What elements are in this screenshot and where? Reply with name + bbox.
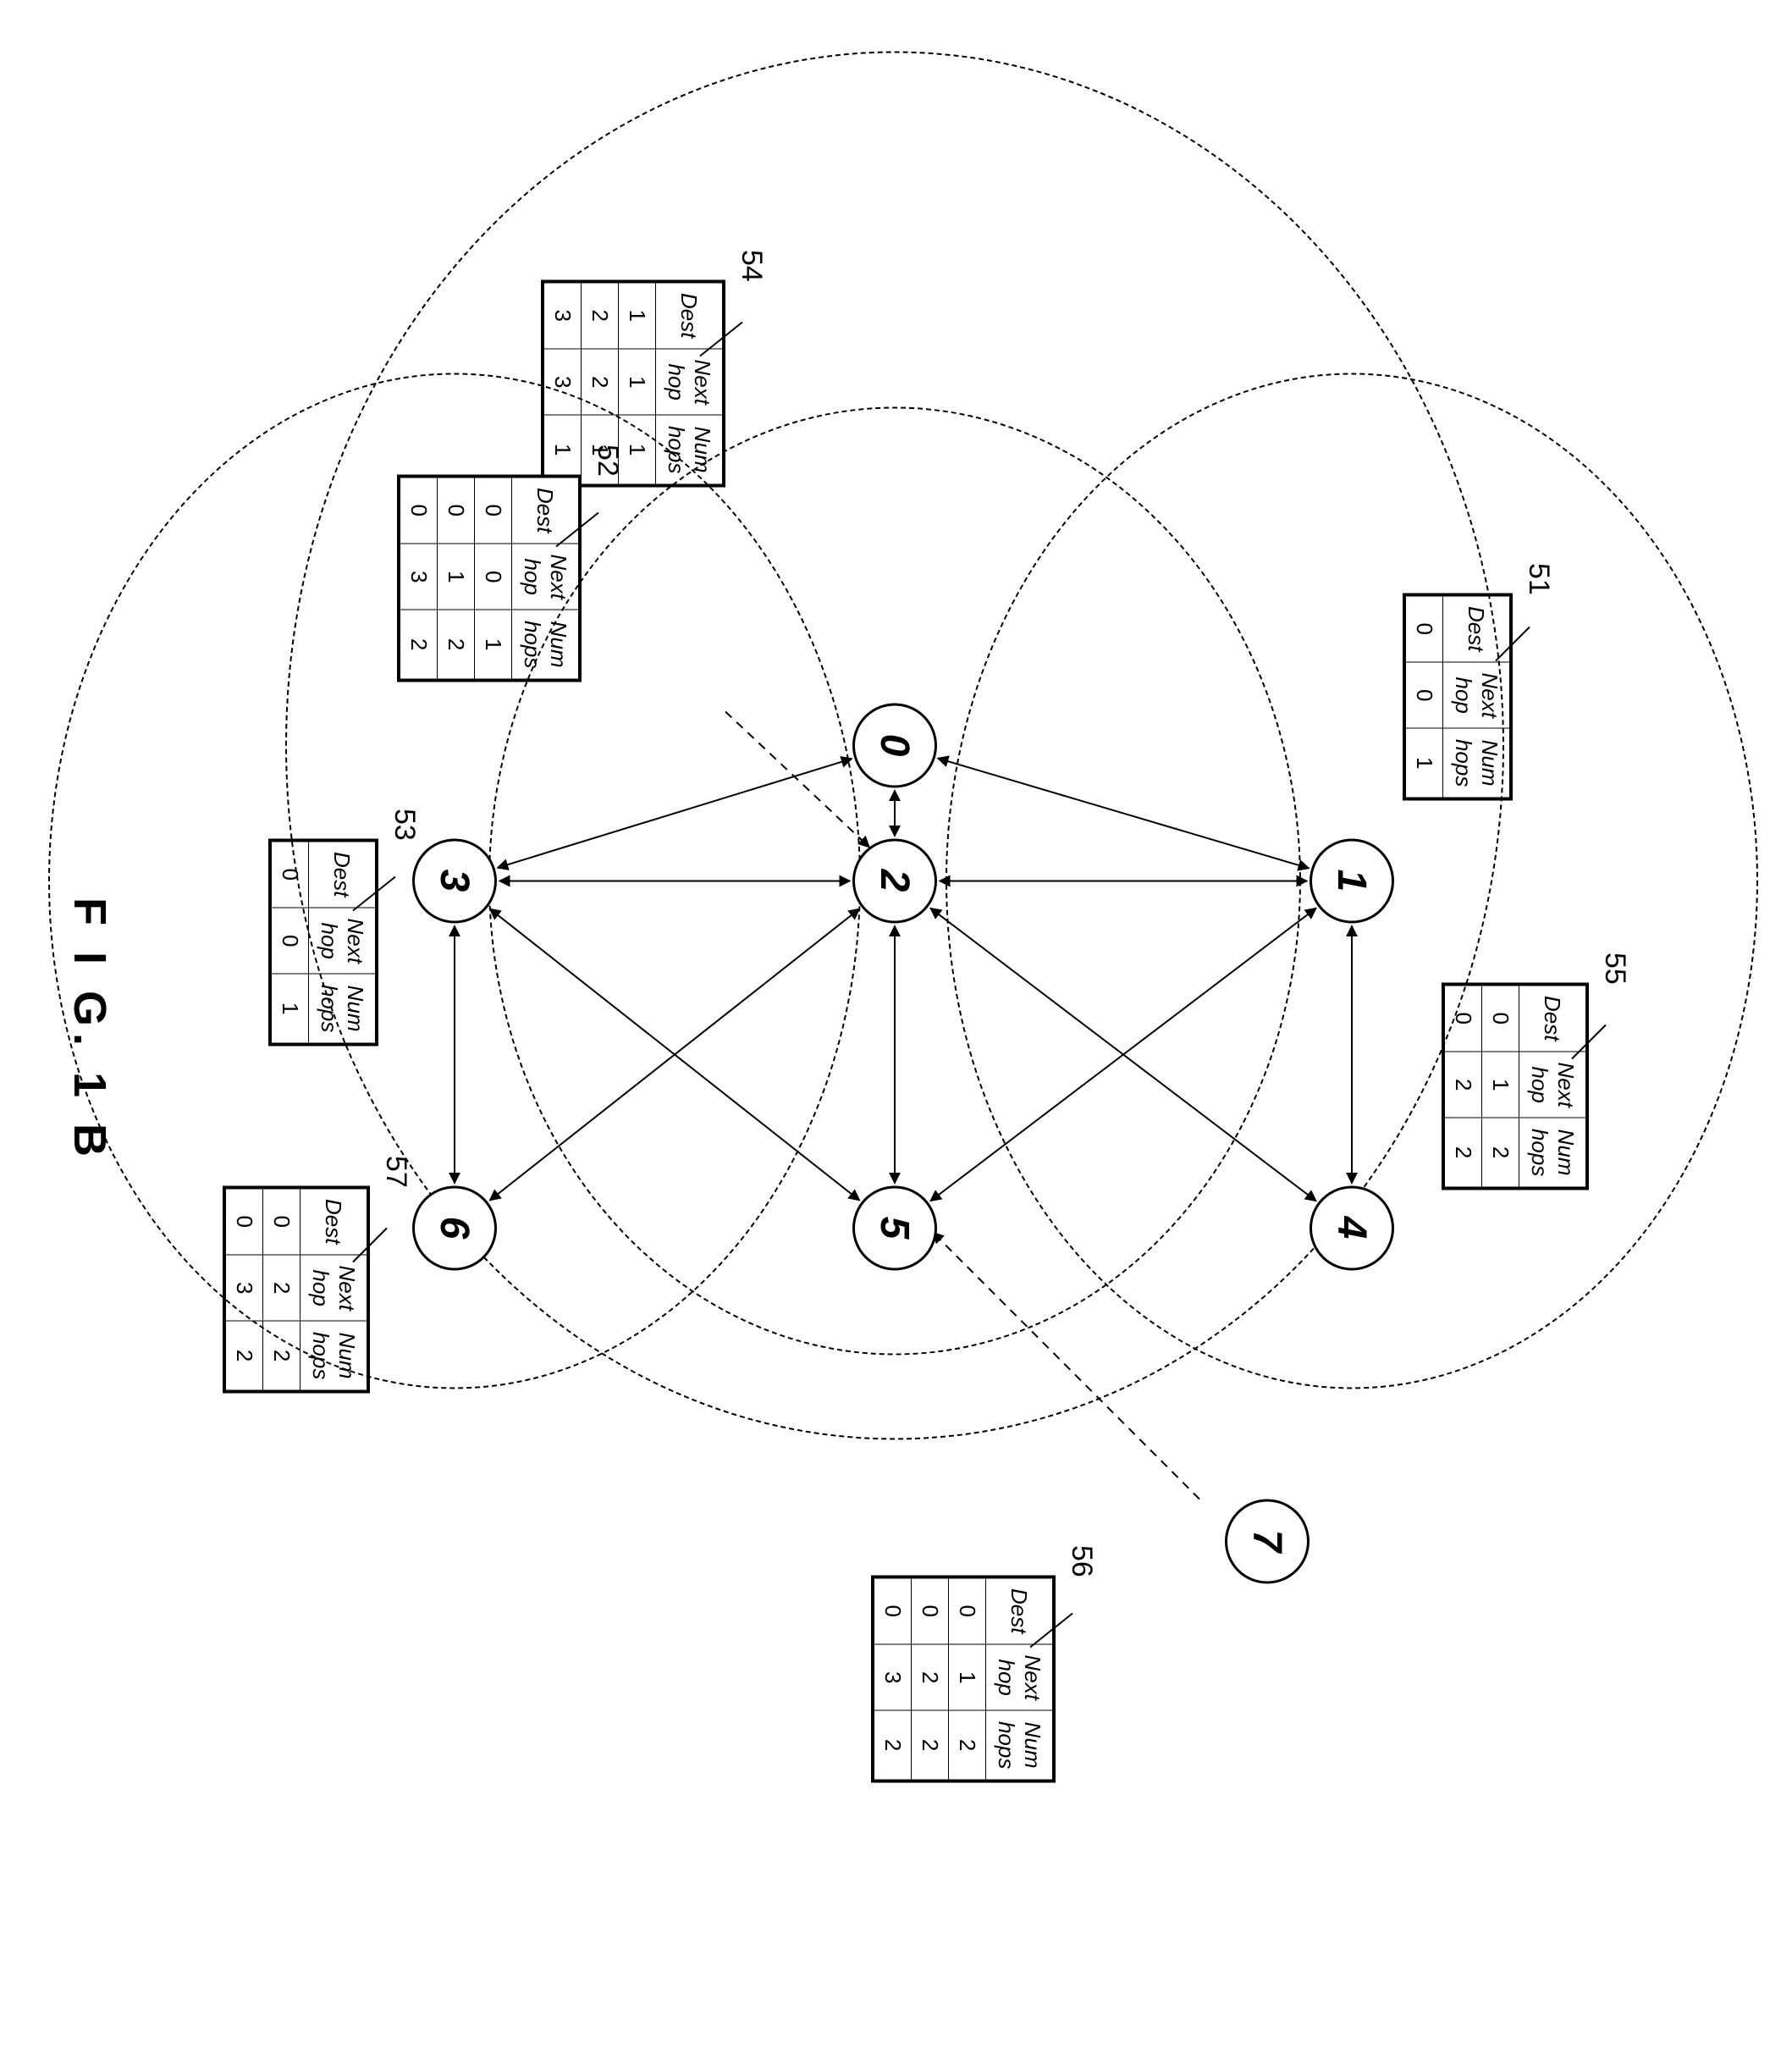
node-6: 6: [412, 1185, 497, 1270]
node-label: 2: [872, 870, 918, 892]
node-label: 5: [872, 1217, 918, 1240]
node-3: 3: [412, 838, 497, 923]
dashed-arrow: [725, 711, 869, 847]
edge: [498, 759, 852, 868]
callout-line: [353, 876, 395, 910]
edges-layer: [0, 0, 1792, 2049]
callout-line: [700, 322, 742, 356]
node-0: 0: [852, 703, 937, 787]
callout-line: [1572, 1024, 1606, 1058]
node-2: 2: [852, 838, 937, 923]
node-label: 7: [1244, 1530, 1291, 1553]
node-4: 4: [1310, 1185, 1394, 1270]
node-label: 1: [1329, 870, 1376, 892]
node-label: 0: [872, 734, 918, 757]
node-label: 4: [1329, 1217, 1376, 1240]
callout-line: [1496, 627, 1530, 660]
node-1: 1: [1310, 838, 1394, 923]
node-label: 6: [432, 1217, 478, 1240]
node-7: 7: [1225, 1499, 1310, 1583]
dashed-arrow: [933, 1232, 1199, 1499]
diagram-stage: F I G. 1 B 0 1 2 3 4 5 6 7 54 De: [0, 0, 1792, 2049]
node-label: 3: [432, 870, 478, 892]
node-5: 5: [852, 1185, 937, 1270]
edge: [938, 758, 1309, 868]
callout-line: [1030, 1613, 1072, 1647]
callout-line: [556, 512, 598, 546]
callout-line: [353, 1228, 387, 1262]
